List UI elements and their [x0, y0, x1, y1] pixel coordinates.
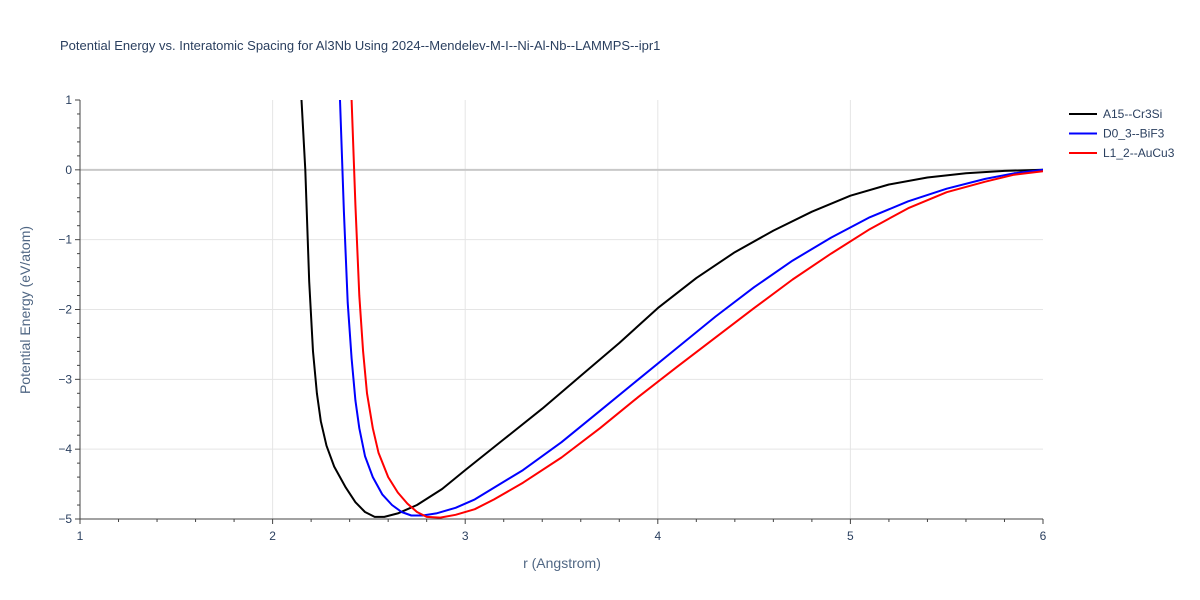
y-tick-label: −5: [58, 512, 72, 526]
series-line-2: [350, 100, 1043, 519]
legend-item[interactable]: L1_2--AuCu3: [1069, 146, 1175, 160]
legend-label: A15--Cr3Si: [1103, 107, 1162, 121]
legend-label: D0_3--BiF3: [1103, 127, 1165, 141]
legend-item[interactable]: A15--Cr3Si: [1069, 107, 1162, 121]
grid: [80, 100, 1043, 519]
series-line-0: [300, 100, 1043, 518]
x-tick-label: 6: [1040, 529, 1047, 543]
y-tick-label: 1: [65, 93, 72, 107]
axes: [75, 99, 1044, 524]
tick-labels: 1 2 3 4 5 6 1 0 −1 −2 −3 −4 −5: [58, 93, 1046, 543]
legend-item[interactable]: D0_3--BiF3: [1069, 127, 1165, 141]
y-tick-label: −1: [58, 233, 72, 247]
x-tick-label: 3: [462, 529, 469, 543]
y-tick-label: −4: [58, 442, 72, 456]
y-tick-label: −3: [58, 372, 72, 386]
legend-label: L1_2--AuCu3: [1103, 146, 1175, 160]
y-axis-title: Potential Energy (eV/atom): [17, 226, 33, 394]
x-tick-label: 4: [654, 529, 661, 543]
x-tick-label: 5: [847, 529, 854, 543]
x-tick-label: 2: [269, 529, 276, 543]
y-tick-label: 0: [65, 163, 72, 177]
x-tick-label: 1: [77, 529, 84, 543]
plot-area: [300, 100, 1043, 519]
y-tick-label: −2: [58, 303, 72, 317]
series-line-1: [339, 100, 1043, 517]
chart-title: Potential Energy vs. Interatomic Spacing…: [60, 38, 660, 53]
x-axis-title: r (Angstrom): [523, 555, 601, 571]
legend[interactable]: A15--Cr3Si D0_3--BiF3 L1_2--AuCu3: [1069, 107, 1175, 160]
